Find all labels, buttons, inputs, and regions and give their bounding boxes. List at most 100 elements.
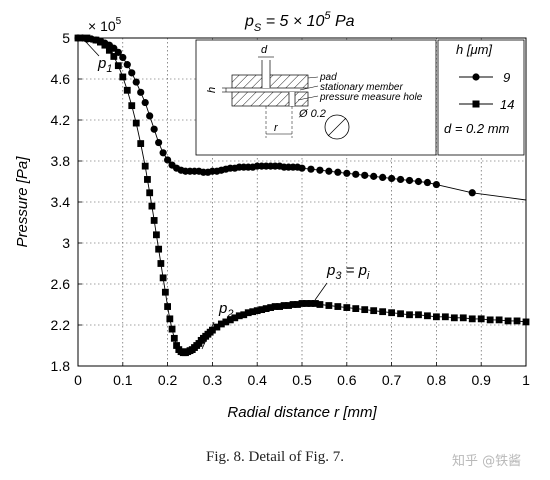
inset-label-diameter: Ø 0.2 <box>298 108 326 120</box>
point-h9 <box>423 178 432 187</box>
point-h14 <box>217 320 225 328</box>
figure-caption: Fig. 8. Detail of Fig. 7. <box>206 449 344 465</box>
point-h14 <box>101 41 109 49</box>
point-h14 <box>226 316 234 324</box>
point-h14 <box>231 314 239 322</box>
point-h14 <box>166 315 174 323</box>
inset-label-h: h <box>206 87 218 93</box>
point-h14 <box>128 102 136 110</box>
point-h14 <box>267 304 275 311</box>
point-h9 <box>155 138 163 147</box>
point-h9 <box>361 171 369 179</box>
point-h14 <box>123 86 131 94</box>
point-h14 <box>307 300 315 307</box>
point-h14 <box>406 311 413 319</box>
annotation-p2: p2 <box>201 300 233 350</box>
x-tick-label: 0.9 <box>471 372 491 388</box>
point-h14 <box>289 301 297 308</box>
point-h14 <box>397 310 404 318</box>
point-h14 <box>294 301 301 308</box>
point-h14 <box>495 316 503 324</box>
point-h14 <box>285 302 292 309</box>
point-h14 <box>441 313 449 321</box>
point-h9 <box>316 166 324 174</box>
point-h14 <box>303 300 310 307</box>
x-axis-label: Radial distance r [mm] <box>227 404 377 421</box>
point-h14 <box>114 62 122 70</box>
point-h14 <box>271 303 279 310</box>
x-tick-label: 0.4 <box>247 372 267 388</box>
y-tick-label: 3.8 <box>51 153 71 169</box>
y-axis-label: Pressure [Pa] <box>14 156 31 248</box>
point-h14 <box>150 217 158 224</box>
x-tick-labels: 0 0.1 0.2 0.3 0.4 0.5 0.6 0.7 0.8 0.9 1 <box>74 372 530 388</box>
y-tick-label: 2.2 <box>51 317 71 333</box>
point-h14 <box>157 260 165 267</box>
point-h14 <box>388 309 395 317</box>
svg-text:p2: p2 <box>218 300 233 320</box>
point-h14 <box>424 312 431 320</box>
x-tick-label: 0.5 <box>292 372 312 388</box>
inset-label-pad: pad <box>319 72 337 83</box>
point-h14 <box>168 325 176 333</box>
point-h9 <box>343 169 351 177</box>
point-h9 <box>352 170 360 178</box>
point-h14 <box>325 302 333 309</box>
point-h14 <box>249 308 257 316</box>
x-tick-label: 0 <box>74 372 82 388</box>
point-h14 <box>334 303 342 310</box>
point-h9 <box>370 172 378 180</box>
svg-text:p1: p1 <box>97 55 112 75</box>
plot-frame <box>77 37 527 367</box>
point-h14 <box>415 311 422 319</box>
point-h14 <box>258 306 266 314</box>
point-h9 <box>405 176 414 185</box>
point-h14 <box>468 315 476 323</box>
annotation-p1: p1 <box>85 41 112 75</box>
legend: h [μm] 9 14 d = 0.2 mm <box>437 39 525 156</box>
point-h14 <box>253 307 261 315</box>
x-tick-label: 0.7 <box>382 372 402 388</box>
point-h14 <box>110 53 118 60</box>
svg-text:p3 = pi: p3 = pi <box>326 262 370 282</box>
point-h9 <box>150 125 158 133</box>
point-h14 <box>244 309 252 317</box>
point-h9 <box>307 165 315 173</box>
x-tick-label: 0.2 <box>158 372 178 388</box>
point-h14 <box>240 311 248 319</box>
point-h14 <box>132 119 140 127</box>
inset-label-d: d <box>261 44 268 56</box>
point-h14 <box>146 189 154 197</box>
point-h14 <box>164 303 171 310</box>
point-h14 <box>312 300 319 307</box>
point-h14 <box>173 342 180 349</box>
point-h9 <box>388 174 396 183</box>
point-h14 <box>209 326 216 334</box>
point-h14 <box>379 308 387 316</box>
y-tick-label: 3.4 <box>51 194 71 210</box>
x-tick-label: 1 <box>522 372 530 388</box>
point-h14 <box>370 307 378 315</box>
y-tick-label: 5 <box>62 30 70 46</box>
y-tick-label: 4.6 <box>51 71 71 87</box>
y-tick-label: 3 <box>62 235 70 251</box>
point-h9 <box>396 175 405 184</box>
point-h14 <box>141 162 149 170</box>
point-h14 <box>148 202 156 210</box>
point-h14 <box>213 323 221 331</box>
point-h14 <box>161 288 169 296</box>
y-tick-label: 4.2 <box>51 112 71 128</box>
grid <box>77 37 527 367</box>
point-h14 <box>513 317 521 325</box>
point-h14 <box>144 176 151 183</box>
pressure-chart: 0 0.1 0.2 0.3 0.4 0.5 0.6 0.7 0.8 0.9 1 1.8 2.2 2.6 3… <box>14 10 530 421</box>
annotation-p3: p3 = pi <box>314 262 370 301</box>
point-h14 <box>159 274 167 282</box>
point-h9 <box>334 168 342 176</box>
x-tick-label: 0.1 <box>113 372 133 388</box>
legend-marker-14 <box>472 100 480 108</box>
point-h9 <box>414 177 423 186</box>
point-h9 <box>128 69 136 77</box>
point-h14 <box>105 46 113 54</box>
x-tick-label: 0.6 <box>337 372 357 388</box>
